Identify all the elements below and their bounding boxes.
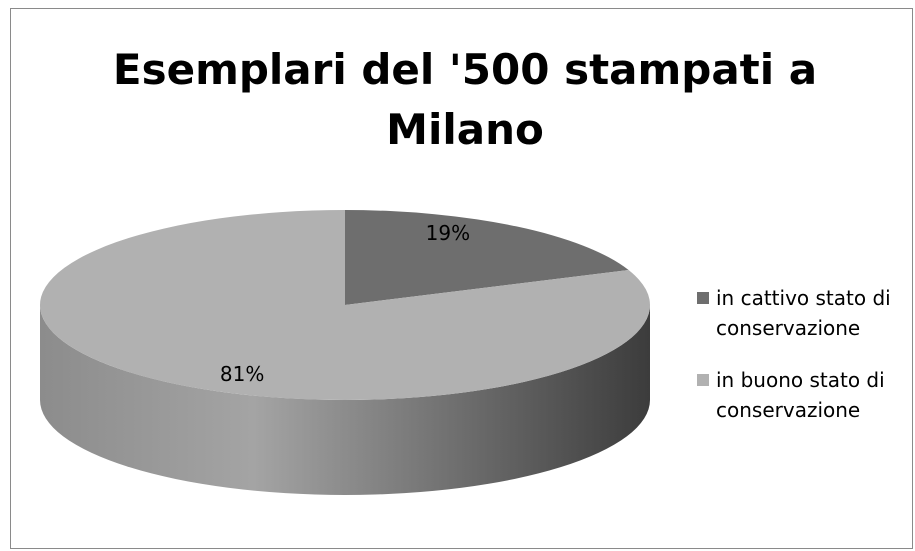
legend-label: in cattivo stato di conservazione: [716, 286, 891, 340]
data-label: 81%: [220, 362, 264, 386]
slice: [345, 210, 629, 305]
slice-side: [40, 305, 650, 495]
legend-item: in cattivo stato di conservazione: [697, 283, 906, 343]
legend-swatch: [697, 292, 709, 304]
legend-item: in buono stato di conservazione: [697, 365, 906, 425]
data-label: 19%: [426, 221, 470, 245]
slice: [39, 210, 650, 400]
legend-label: in buono stato di conservazione: [716, 368, 885, 422]
chart-frame: [10, 8, 913, 549]
legend-swatch: [697, 374, 709, 386]
chart-title: Esemplari del '500 stampati a Milano: [112, 45, 818, 154]
